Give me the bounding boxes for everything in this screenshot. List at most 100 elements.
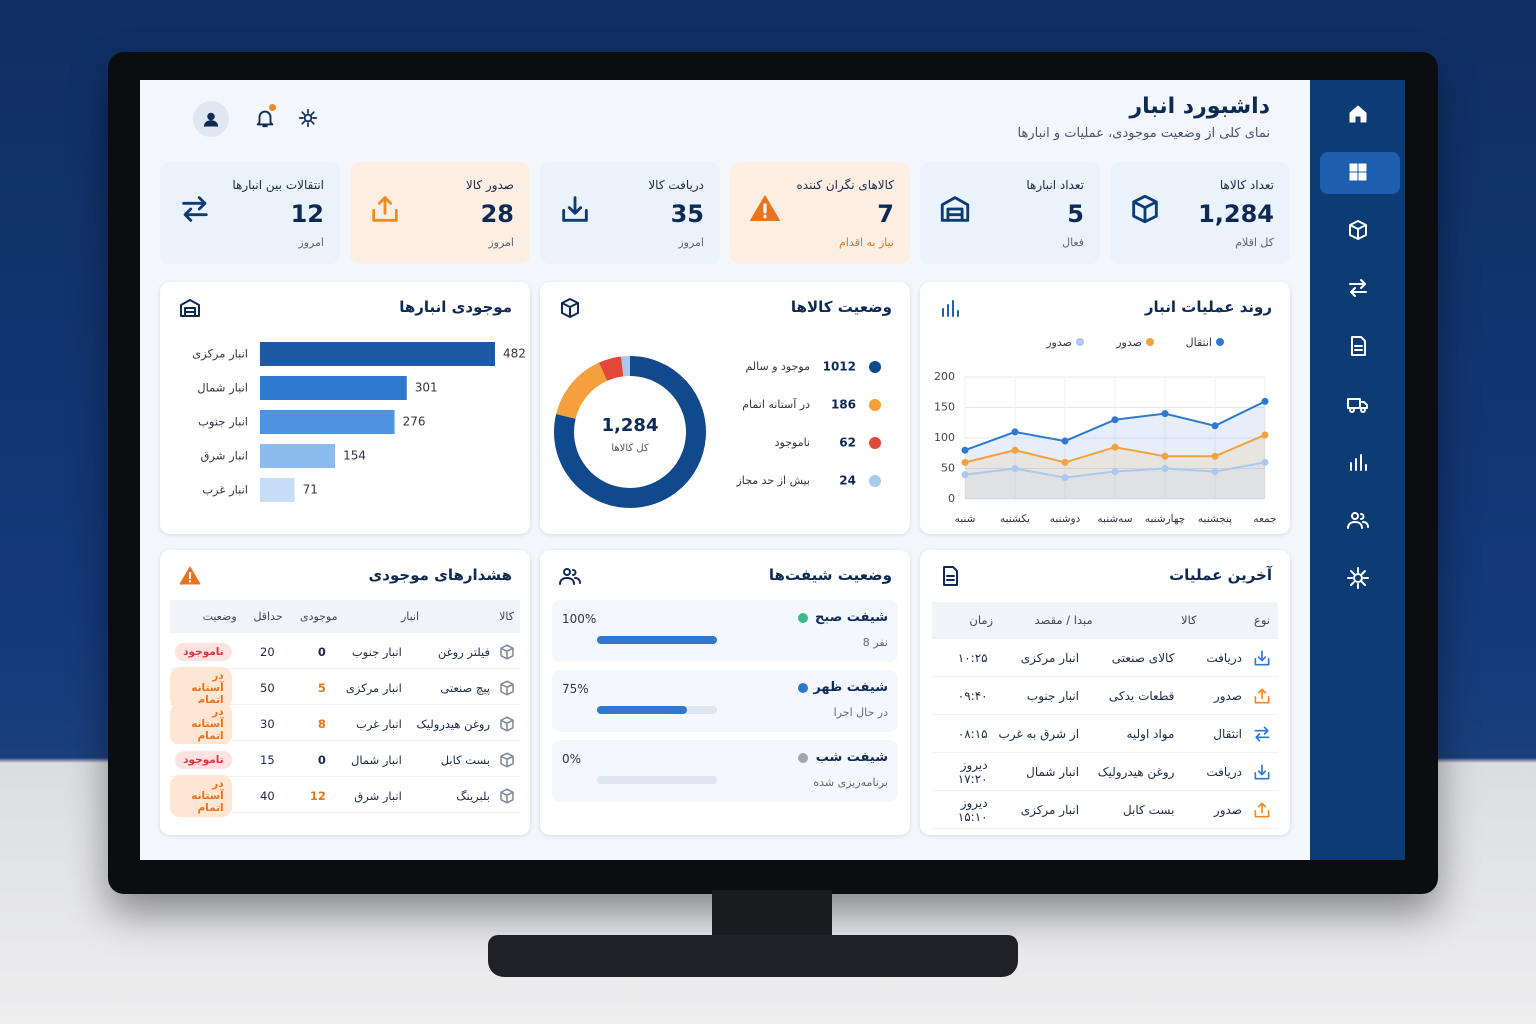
icon[interactable]	[1346, 334, 1370, 358]
icon	[562, 196, 588, 222]
shift-dot	[798, 683, 808, 693]
kpi-card: کالاهای نگران کننده 7 نیاز به اقدام	[730, 162, 910, 264]
icon-shape	[562, 196, 588, 222]
icon[interactable]	[1346, 450, 1370, 474]
icon	[180, 299, 200, 317]
x-tick-label: سه‌شنبه	[1097, 513, 1132, 525]
table-cell: انبار جنوب	[351, 645, 402, 659]
legend-value: 186	[831, 398, 856, 412]
panel-title: وضعیت کالاها	[790, 298, 892, 316]
shift-percent: 100%	[562, 612, 597, 626]
table-cell: بلبرینگ	[408, 788, 520, 804]
table-row: بست کابل انبار شمال 0 15 ناموجود	[170, 744, 520, 777]
legend-dot	[869, 437, 881, 449]
table-row: کالا انبار موجودی حداقل وضعیت	[170, 600, 520, 633]
icon-shape	[1349, 220, 1367, 240]
table-cell: کالای صنعتی	[1111, 651, 1175, 665]
point	[1211, 468, 1219, 476]
y-tick-label: 100	[934, 431, 955, 444]
icon	[500, 716, 514, 732]
table-cell: از شرق به غرب	[998, 727, 1080, 741]
table-row: نوع کالا مبدا / مقصد زمان	[932, 602, 1278, 639]
icon-shape	[940, 196, 970, 222]
table-cell: بست کابل	[408, 752, 520, 768]
point	[1261, 397, 1269, 405]
bar	[260, 410, 395, 434]
status-pill: در آستانه اتمام	[170, 667, 232, 709]
icon[interactable]	[1346, 102, 1370, 126]
shift-card: شیفت صبح 8 نفر 100%	[552, 600, 898, 662]
icon[interactable]	[1346, 160, 1370, 184]
shift-name: شیفت شب	[815, 750, 888, 765]
point	[1111, 443, 1119, 451]
icon-shape	[1132, 194, 1158, 224]
table-cell: پیچ صنعتی	[408, 680, 520, 696]
icon	[1254, 726, 1270, 742]
icon[interactable]	[1346, 508, 1370, 532]
icon-shape	[1254, 650, 1270, 666]
bar	[260, 478, 295, 502]
panel-title: هشدارهای موجودی	[368, 566, 512, 584]
table-row: دریافت روغن هیدرولیک انبار شمال دیروز ۱۷:۲۰	[932, 754, 1278, 791]
icon-shape	[559, 568, 581, 585]
point	[1261, 458, 1269, 466]
column-header: کالا	[1181, 613, 1197, 627]
kpi-value: 35	[670, 200, 704, 228]
icon[interactable]	[1346, 392, 1370, 416]
icon[interactable]	[298, 108, 318, 128]
value-label: 301	[415, 381, 438, 395]
table-cell: 5	[317, 681, 326, 695]
legend-label: موجود و سالم	[745, 360, 810, 373]
donut-center-label: کل کالاها	[611, 443, 649, 454]
x-tick-label: یکشنبه	[1000, 513, 1030, 525]
point	[1011, 428, 1019, 436]
status-pill: ناموجود	[175, 643, 232, 661]
table-cell: دیروز ۱۷:۲۰	[957, 758, 988, 786]
y-tick-label: انبار غرب	[202, 483, 248, 498]
area	[965, 462, 1265, 499]
kpi-note: فعال	[1062, 236, 1084, 249]
kpi-card: انتقالات بین انبارها 12 امروز	[160, 162, 340, 264]
icon	[500, 644, 514, 660]
table-cell: دیروز ۱۵:۱۰	[957, 796, 988, 824]
point	[961, 446, 969, 454]
table-cell: 30	[260, 717, 275, 731]
legend-value: 24	[839, 474, 856, 488]
column-header: انبار	[401, 609, 420, 623]
icon-shape	[1347, 567, 1369, 589]
icon-shape	[1351, 336, 1366, 356]
table-cell: 12	[309, 789, 326, 803]
table-cell: انبار مرکزی	[345, 681, 402, 695]
icon	[1254, 764, 1270, 780]
shift-name: شیفت صبح	[815, 610, 888, 625]
panel: روند عملیات انبار انتقال صدور صدور 0 50 100 150…	[920, 282, 1290, 534]
point	[1261, 431, 1269, 439]
icon-shape	[182, 196, 208, 222]
icon[interactable]	[1346, 276, 1370, 300]
x-tick-label: پنجشنبه	[1198, 513, 1232, 525]
icon[interactable]	[254, 107, 276, 129]
point	[1111, 468, 1119, 476]
point	[1211, 422, 1219, 430]
table-cell: قطعات یدکی	[1108, 689, 1175, 703]
value-label: 71	[303, 483, 318, 497]
kpi-value: 7	[877, 200, 894, 228]
status-cell: ناموجود	[170, 751, 238, 769]
notification-dot	[269, 104, 276, 111]
kpi-note: کل اقلام	[1235, 236, 1274, 249]
table-row: دریافت کالای صنعتی انبار مرکزی ۱۰:۲۵	[932, 640, 1278, 677]
table-cell: روغن هیدرولیک	[408, 716, 520, 732]
kpi-label: دریافت کالا	[648, 178, 704, 192]
icon[interactable]	[1346, 566, 1370, 590]
shift-detail: 8 نفر	[862, 636, 888, 649]
icon	[372, 196, 398, 222]
shift-dot	[798, 753, 808, 763]
icon	[942, 300, 959, 317]
table-cell: انبار مرکزی	[1020, 651, 1080, 665]
table-cell: انبار جنوب	[1026, 689, 1080, 703]
point	[1161, 465, 1169, 472]
icon[interactable]	[1346, 218, 1370, 242]
status-cell: در آستانه اتمام	[170, 667, 238, 709]
panel-title: روند عملیات انبار	[1144, 298, 1272, 316]
